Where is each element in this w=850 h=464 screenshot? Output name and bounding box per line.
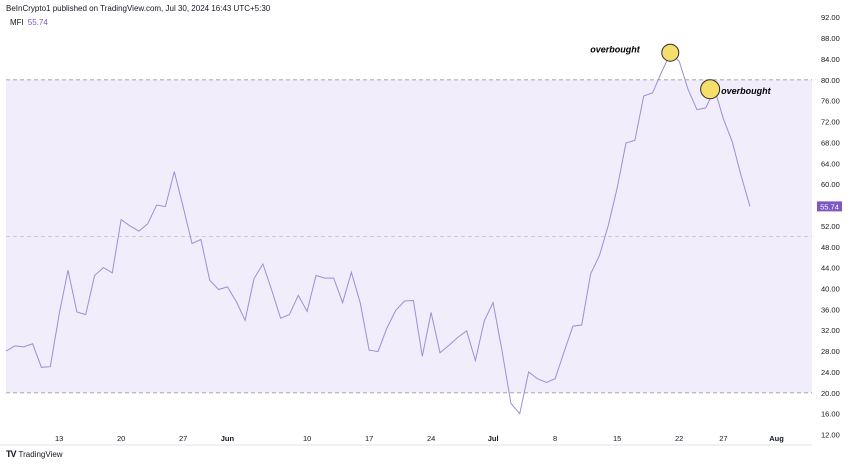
x-tick-label: Jul [488,434,499,443]
y-tick-label: 88.00 [821,34,840,43]
y-tick-label: 28.00 [821,347,840,356]
mfi-series-line [5,52,751,415]
last-value-label: 55.74 [820,202,839,211]
x-tick-label: 22 [675,434,683,443]
published-caption: BeInCrypto1 published on TradingView.com… [6,4,271,13]
x-tick-label: 24 [427,434,435,443]
y-tick-label: 44.00 [821,264,840,273]
overbought-label: overbought [721,86,771,96]
tradingview-footer[interactable]: TV TradingView [6,449,63,459]
y-tick-label: 32.00 [821,326,840,335]
y-tick-label: 12.00 [821,431,840,440]
y-tick-label: 72.00 [821,118,840,127]
y-tick-label: 80.00 [821,76,840,85]
indicator-name: MFI [10,18,24,27]
x-tick-label: 10 [303,434,311,443]
indicator-legend[interactable]: MFI 55.74 [10,18,48,27]
y-tick-label: 24.00 [821,368,840,377]
x-tick-label: 15 [613,434,621,443]
y-tick-label: 60.00 [821,180,840,189]
y-tick-label: 20.00 [821,389,840,398]
overbought-marker [661,43,680,62]
y-tick-label: 92.00 [821,13,840,22]
y-tick-label: 16.00 [821,410,840,419]
x-tick-label: 27 [179,434,187,443]
last-value-badge [817,201,842,212]
overbought-label: overbought [590,45,640,55]
x-tick-label: 17 [365,434,373,443]
x-tick-label: 8 [553,434,557,443]
y-tick-label: 52.00 [821,222,840,231]
y-tick-label: 36.00 [821,305,840,314]
y-tick-label: 48.00 [821,243,840,252]
tradingview-logo-icon: TV [6,449,16,459]
x-tick-label: 20 [117,434,125,443]
x-tick-label: 27 [719,434,727,443]
x-tick-label: Aug [769,434,784,443]
indicator-value: 55.74 [27,18,48,27]
y-tick-label: 76.00 [821,97,840,106]
y-tick-label: 84.00 [821,55,840,64]
y-tick-label: 68.00 [821,138,840,147]
y-tick-label: 64.00 [821,159,840,168]
x-tick-label: 13 [55,434,63,443]
y-tick-label: 40.00 [821,284,840,293]
tradingview-brand: TradingView [18,449,63,459]
overbought-marker [700,79,721,100]
x-tick-label: Jun [221,434,235,443]
